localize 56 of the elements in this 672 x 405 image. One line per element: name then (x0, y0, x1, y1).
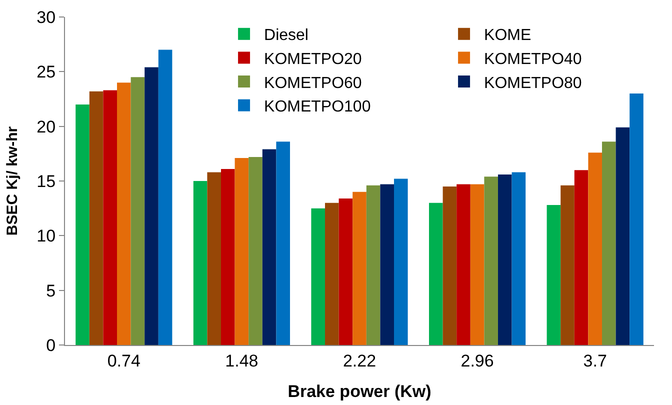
bar (76, 104, 90, 345)
bar (560, 185, 574, 345)
x-tick-label: 1.48 (225, 351, 258, 370)
bar (158, 50, 172, 345)
bar (588, 152, 602, 345)
bar (470, 184, 484, 345)
y-tick-label: 30 (36, 8, 56, 27)
y-tick-label: 25 (36, 62, 56, 82)
bar (130, 77, 145, 345)
bar (574, 170, 588, 345)
x-tick-label: 2.22 (342, 351, 376, 370)
bar (429, 202, 443, 345)
bar (616, 127, 630, 345)
bar (144, 67, 158, 345)
legend-label: Diesel (264, 27, 308, 44)
bar (89, 91, 104, 345)
bar (234, 158, 249, 345)
x-axis-title: Brake power (Kw) (288, 382, 432, 401)
bar (546, 205, 561, 345)
legend-label: KOMETPO60 (264, 74, 362, 92)
bar (262, 149, 276, 345)
bar (221, 168, 235, 345)
bar (484, 176, 498, 345)
legend-label: KOME (484, 27, 532, 44)
x-tick-label: 3.7 (583, 351, 607, 370)
bar (325, 202, 339, 345)
y-tick-label: 15 (36, 172, 56, 191)
x-tick-label: 0.74 (107, 351, 140, 370)
legend-label: KOMETPO40 (484, 50, 582, 68)
y-tick-label: 5 (46, 281, 56, 300)
legend-label: KOMETPO20 (264, 50, 362, 68)
bar (630, 94, 644, 345)
bar (276, 142, 290, 345)
x-tick-label: 2.96 (460, 351, 494, 370)
bar (512, 172, 526, 345)
bar (442, 186, 457, 345)
bar (248, 156, 262, 345)
legend-label: KOMETPO100 (264, 98, 371, 116)
bar (207, 172, 221, 345)
bar (352, 192, 366, 345)
bar (456, 184, 470, 345)
bar (602, 142, 616, 345)
bar (117, 82, 131, 345)
y-tick-label: 10 (36, 226, 56, 246)
legend-label: KOMETPO80 (484, 74, 582, 92)
bar (394, 178, 408, 345)
bar (498, 174, 512, 345)
y-tick-label: 0 (46, 336, 56, 355)
y-tick-label: 20 (36, 117, 56, 136)
bar (366, 185, 380, 345)
bar (380, 184, 394, 345)
bar (311, 208, 325, 345)
y-axis-title: BSEC Kj/ kw-hr (4, 126, 21, 236)
bar (338, 198, 353, 345)
bar (103, 90, 117, 345)
bar (193, 181, 208, 345)
